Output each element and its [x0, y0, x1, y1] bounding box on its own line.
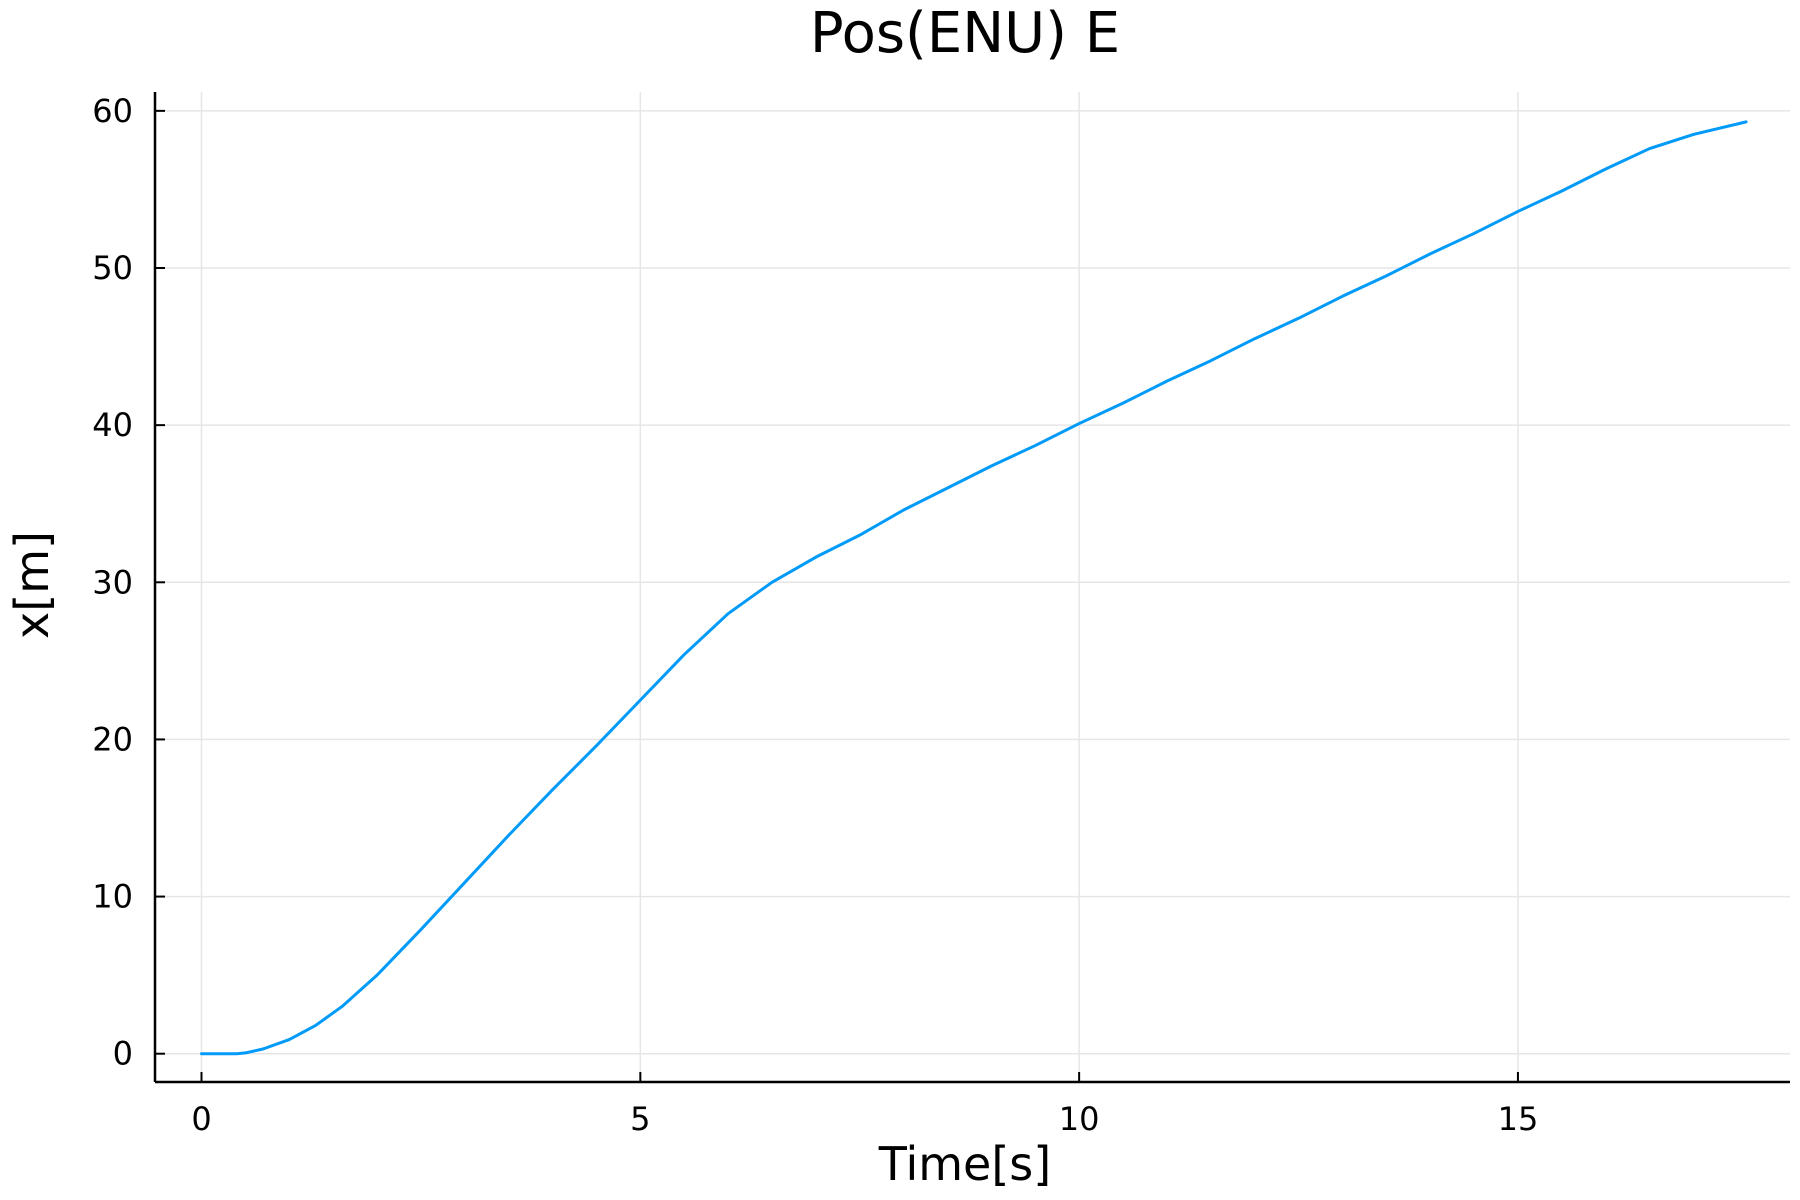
chart-title: Pos(ENU) E — [810, 1, 1120, 66]
y-axis-label: x[m] — [5, 531, 59, 639]
axes — [153, 92, 1790, 1084]
x-tick-label: 15 — [1498, 1100, 1539, 1138]
y-tick-label: 10 — [92, 878, 133, 916]
y-tick-label: 0 — [113, 1035, 133, 1073]
tick-labels: 0 5 10 15 0 10 20 30 40 50 60 — [92, 92, 1538, 1138]
y-tick-label: 40 — [92, 406, 133, 444]
x-tick-label: 5 — [630, 1100, 650, 1138]
series-line — [200, 120, 1748, 1056]
x-tick-label: 10 — [1059, 1100, 1100, 1138]
y-tick-label: 60 — [92, 92, 133, 130]
y-tick-label: 50 — [92, 249, 133, 287]
x-axis-label: Time[s] — [878, 1137, 1051, 1191]
x-tick-label: 0 — [191, 1100, 211, 1138]
series-layer — [200, 120, 1748, 1056]
grid — [155, 92, 1790, 1082]
y-tick-label: 30 — [92, 563, 133, 601]
y-tick-label: 20 — [92, 720, 133, 758]
